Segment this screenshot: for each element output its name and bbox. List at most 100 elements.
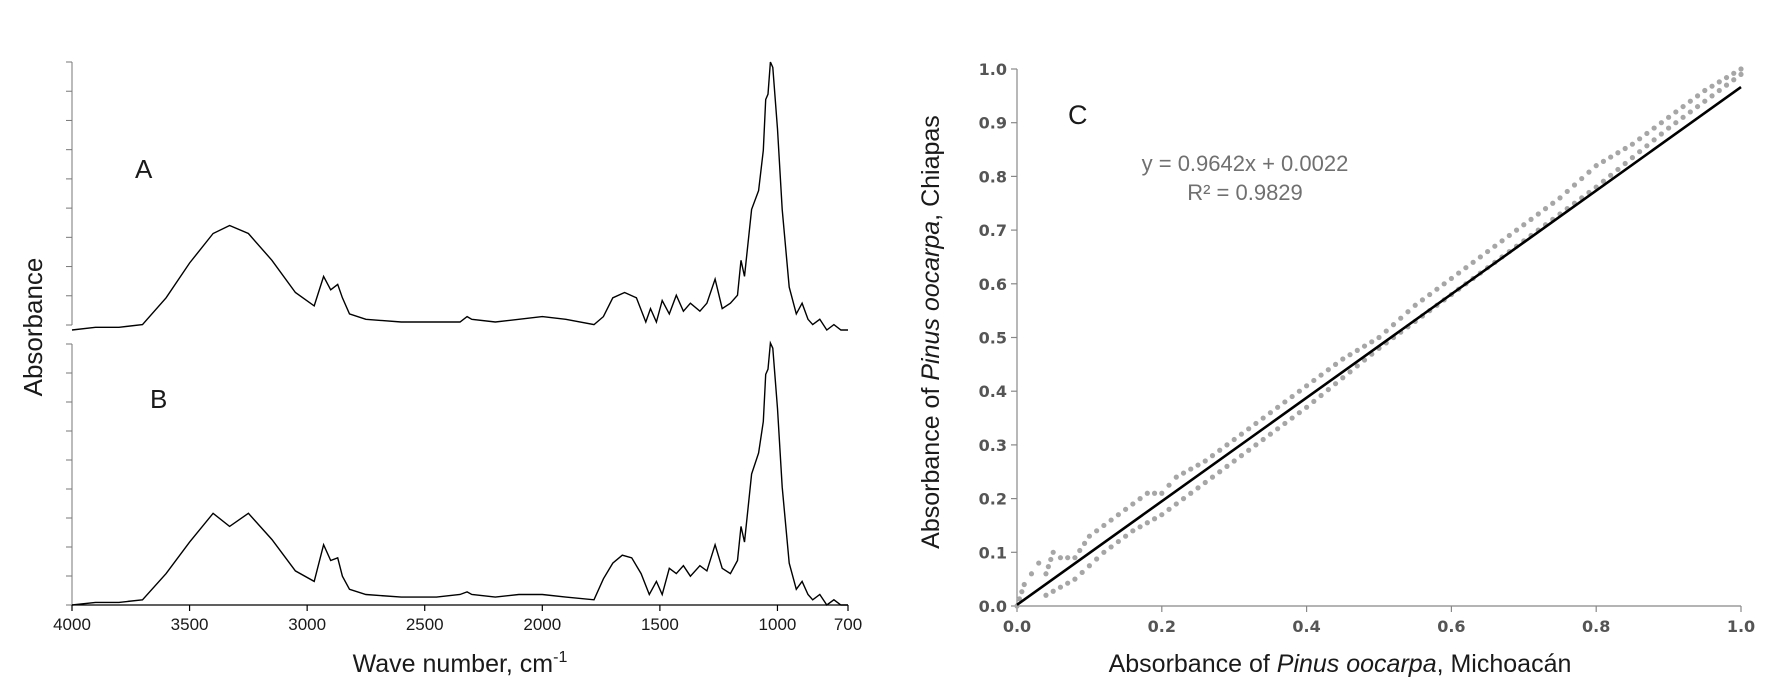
scatter-point (1637, 136, 1643, 142)
scatter-point (1260, 436, 1266, 443)
scatter-point (1246, 447, 1252, 453)
scatter-point (1043, 571, 1049, 577)
trendline (1016, 85, 1742, 606)
scatter-point (1694, 103, 1701, 110)
c-y-tick-label: 0.1 (979, 543, 1007, 562)
scatter-point (1043, 592, 1049, 598)
scatter-point (1231, 436, 1237, 443)
scatter-point (1550, 200, 1556, 206)
scatter-point (1340, 375, 1346, 381)
scatter-point (1188, 490, 1194, 496)
scatter-point (1137, 496, 1143, 502)
scatter-point (1224, 442, 1230, 448)
scatter-point (1130, 528, 1136, 534)
scatter-point (1571, 182, 1578, 188)
x-tick-label: 2500 (406, 615, 444, 634)
scatter-point (1506, 232, 1512, 239)
scatter-point (1463, 265, 1469, 271)
scatter-point (1144, 520, 1150, 526)
scatter-point (1354, 347, 1360, 353)
scatter-point (1477, 254, 1483, 260)
scatter-point (1045, 564, 1051, 570)
scatter-point (1347, 352, 1353, 358)
c-x-tick-label: 0.0 (1003, 617, 1031, 636)
scatter-point (1115, 538, 1121, 545)
scatter-point (1427, 291, 1433, 298)
r-squared: R² = 0.9829 (1187, 180, 1303, 205)
scatter-point (1332, 361, 1339, 367)
panel-c-label: C (1068, 100, 1088, 130)
scatter-point (1644, 143, 1650, 149)
scatter-point (1130, 501, 1136, 507)
scatter-point (1579, 175, 1585, 182)
scatter-point (1600, 178, 1607, 184)
scatter-point (1441, 281, 1447, 287)
c-y-tick-label: 0.6 (979, 275, 1007, 294)
scatter-point (1694, 93, 1701, 99)
c-y-tick-label: 0.3 (979, 436, 1007, 455)
scatter-point (1629, 155, 1635, 161)
scatter-point (1600, 158, 1607, 164)
spectrum-b-line (71, 340, 848, 606)
scatter-point (1593, 163, 1599, 169)
scatter-point (1202, 479, 1208, 486)
scatter-point (1564, 188, 1570, 195)
c-y-tick-label: 0.2 (979, 490, 1007, 509)
scatter-point (1304, 383, 1310, 389)
scatter-point (1151, 516, 1158, 522)
x-tick-label: 4000 (53, 615, 91, 634)
scatter-point (1680, 114, 1686, 120)
scatter-point (1412, 302, 1418, 308)
scatter-point (1289, 393, 1295, 400)
c-x-tick-label: 1.0 (1727, 617, 1755, 636)
scatter-point (1209, 453, 1216, 459)
spectrum-a-label: A (135, 154, 153, 184)
c-x-ticks: 0.0 0.2 0.4 0.6 0.8 1.0 (1003, 606, 1755, 636)
x-axis-label-superscript: -1 (553, 649, 567, 666)
x-ticks: 4000 3500 3000 2500 2000 1500 1000 700 (53, 605, 862, 634)
scatter-point (1123, 506, 1129, 512)
scatter-point (1542, 206, 1549, 212)
x-tick-label: 700 (834, 615, 862, 634)
x-tick-label: 3000 (288, 615, 326, 634)
scatter-point (1376, 334, 1382, 341)
scatter-point (1072, 576, 1078, 582)
scatter-point (1637, 149, 1643, 155)
c-y-tick-label: 0.4 (979, 382, 1007, 401)
scatter-point (1209, 474, 1216, 480)
c-x-tick-label: 0.6 (1437, 617, 1465, 636)
scatter-point (1094, 556, 1100, 562)
scatter-point (1586, 169, 1592, 175)
scatter-point (1644, 130, 1650, 137)
scatter-point (1238, 431, 1245, 437)
scatter-point (1101, 522, 1107, 529)
scatter-point (1057, 584, 1064, 590)
scatter-point (1217, 469, 1223, 475)
scatter-point (1108, 517, 1114, 523)
scatter-point (1709, 83, 1715, 89)
scatter-point (1296, 388, 1302, 394)
c-x-tick-label: 0.4 (1292, 617, 1320, 636)
spectrum-b-label: B (150, 384, 167, 414)
left-y-ticks (66, 61, 72, 606)
c-y-label-italic: Pinus oocarpa (917, 221, 945, 381)
scatter-point (1180, 496, 1187, 502)
scatter-point (1325, 367, 1331, 373)
scatter-point (1390, 322, 1397, 328)
scatter-point (1021, 581, 1027, 588)
scatter-point (1340, 356, 1346, 362)
scatter-point (1188, 466, 1194, 472)
scatter-point (1434, 286, 1440, 292)
scatter-point (1108, 544, 1114, 550)
scatter-point (1651, 137, 1657, 143)
scatter-point (1332, 381, 1339, 387)
scatter-point (1166, 482, 1172, 488)
scatter-point (1405, 309, 1411, 315)
scatter-point (1137, 524, 1143, 530)
scatter-point (1680, 103, 1686, 110)
scatter-point (1608, 154, 1614, 160)
scatter-point (1673, 120, 1679, 126)
spectrum-a-line (71, 61, 848, 332)
scatter-point (1687, 98, 1693, 104)
scatter-point (1325, 386, 1331, 393)
